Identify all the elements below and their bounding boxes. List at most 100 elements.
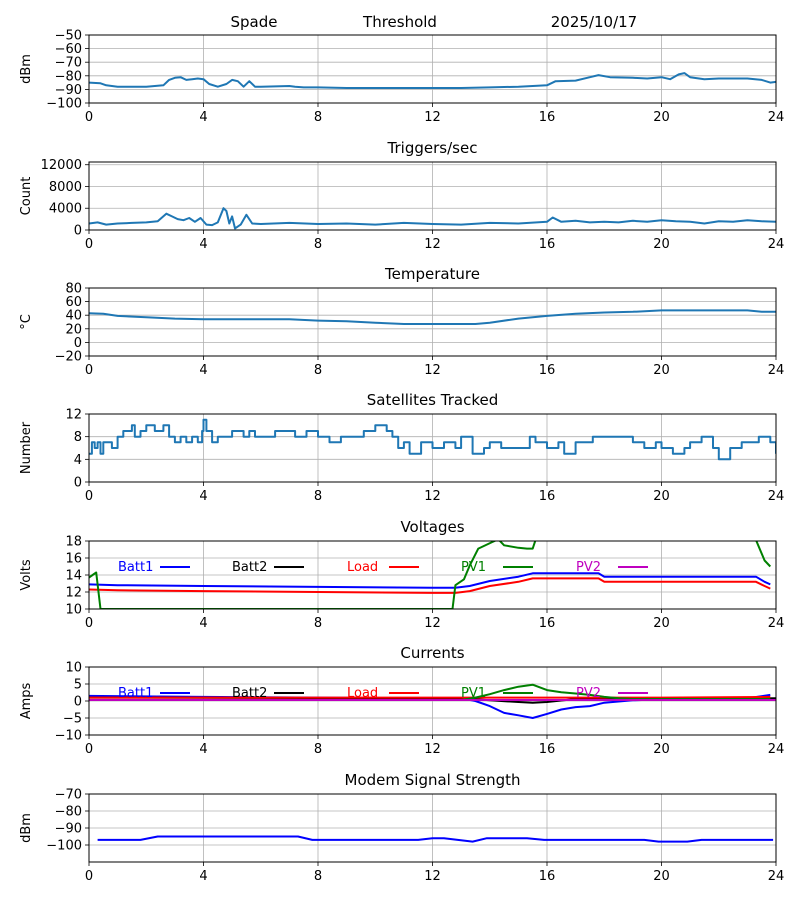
series-group xyxy=(89,309,776,325)
y-tick-label: −100 xyxy=(46,839,82,854)
y-tick-label: 0 xyxy=(74,224,82,239)
legend-label: PV2 xyxy=(576,560,601,575)
plot-frame xyxy=(88,540,777,610)
chart-title: Currents xyxy=(400,644,464,662)
figure-header: Spade Threshold 2025/10/17 xyxy=(231,13,638,31)
y-tick-label: 10 xyxy=(65,661,82,676)
legend-label: Batt1 xyxy=(118,686,153,701)
y-tick-label: −80 xyxy=(55,805,82,820)
plot-frame xyxy=(88,287,777,357)
x-tick-label: 16 xyxy=(539,489,556,504)
y-tick-label: −20 xyxy=(55,350,82,365)
x-tick-label: 20 xyxy=(653,742,670,757)
y-tick-label: 60 xyxy=(65,295,82,310)
y-axis-label: Volts xyxy=(19,559,34,591)
x-tick-label: 8 xyxy=(314,489,322,504)
series-line-threshold xyxy=(89,72,776,89)
header-station: Spade xyxy=(231,13,278,31)
x-tick-label: 4 xyxy=(199,363,207,378)
y-tick-label: 12 xyxy=(65,586,82,601)
x-tick-label: 16 xyxy=(539,869,556,884)
legend-item-batt1: Batt1 xyxy=(118,560,190,575)
plot-frame xyxy=(88,413,777,483)
series-line-satellites xyxy=(89,418,776,461)
y-tick-label: 0 xyxy=(74,695,82,710)
plot-frame xyxy=(88,793,777,863)
x-tick-label: 12 xyxy=(424,742,441,757)
x-tick-label: 4 xyxy=(199,616,207,631)
y-tick-label: −5 xyxy=(63,712,82,727)
series-line-modem xyxy=(97,835,774,843)
x-tick-label: 24 xyxy=(768,110,785,125)
series-line-pv1 xyxy=(89,683,771,701)
x-tick-label: 4 xyxy=(199,742,207,757)
plot-frame xyxy=(88,161,777,231)
y-axis-label: Amps xyxy=(19,682,34,719)
legend-item-pv1: PV1 xyxy=(461,686,533,701)
x-tick-label: 12 xyxy=(424,237,441,252)
plot-frame xyxy=(88,34,777,104)
legend-label: Batt2 xyxy=(232,686,267,701)
x-tick-label: 4 xyxy=(199,489,207,504)
y-tick-label: 4000 xyxy=(49,202,82,217)
x-tick-label: 12 xyxy=(424,616,441,631)
x-tick-label: 24 xyxy=(768,489,785,504)
y-tick-label: 5 xyxy=(74,678,82,693)
y-tick-label: −50 xyxy=(55,29,82,44)
legend-item-load: Load xyxy=(347,686,419,701)
y-tick-label: −100 xyxy=(46,97,82,112)
x-tick-label: 8 xyxy=(314,363,322,378)
x-tick-label: 0 xyxy=(85,869,93,884)
y-tick-label: −90 xyxy=(55,822,82,837)
legend-item-load: Load xyxy=(347,560,419,575)
y-axis-label: dBm xyxy=(19,813,34,843)
x-tick-label: 0 xyxy=(85,237,93,252)
legend-label: PV2 xyxy=(576,686,601,701)
x-tick-label: 16 xyxy=(539,237,556,252)
series-line-batt1 xyxy=(89,572,771,589)
x-tick-label: 24 xyxy=(768,363,785,378)
x-tick-label: 0 xyxy=(85,742,93,757)
y-tick-label: 4 xyxy=(74,453,82,468)
chart-panel-6: 0 4 8 12 16 20 24 −70 −80 −90 −100 Modem Signal Str… xyxy=(19,771,784,884)
legend-label: PV1 xyxy=(461,560,486,575)
x-tick-label: 20 xyxy=(653,616,670,631)
x-tick-label: 24 xyxy=(768,616,785,631)
y-tick-label: −90 xyxy=(55,83,82,98)
y-axis-label: dBm xyxy=(19,54,34,84)
series-group xyxy=(89,72,776,89)
y-tick-label: 80 xyxy=(65,282,82,297)
legend-item-pv1: PV1 xyxy=(461,560,533,575)
chart-panel-4: 0 4 8 12 16 20 24 10 12 14 16 18 Voltages Volts Batt1 B… xyxy=(19,518,784,631)
x-tick-label: 12 xyxy=(424,110,441,125)
x-tick-label: 20 xyxy=(653,110,670,125)
chart-panel-1: 0 4 8 12 16 20 24 0 4000 8000 12000 Triggers/sec Cou… xyxy=(19,139,784,252)
header-mode: Threshold xyxy=(362,13,437,31)
series-group xyxy=(89,207,776,230)
legend-label: Load xyxy=(347,686,378,701)
x-tick-label: 24 xyxy=(768,237,785,252)
y-tick-label: 0 xyxy=(74,336,82,351)
x-tick-label: 16 xyxy=(539,616,556,631)
legend-item-pv2: PV2 xyxy=(576,686,648,701)
x-tick-label: 24 xyxy=(768,742,785,757)
y-tick-label: 16 xyxy=(65,552,82,567)
legend-label: Load xyxy=(347,560,378,575)
x-tick-label: 8 xyxy=(314,237,322,252)
y-axis-label: Number xyxy=(19,421,34,474)
y-tick-label: 0 xyxy=(74,476,82,491)
x-tick-label: 4 xyxy=(199,110,207,125)
chart-title: Triggers/sec xyxy=(387,139,478,157)
x-tick-label: 20 xyxy=(653,489,670,504)
y-tick-label: 14 xyxy=(65,569,82,584)
chart-title: Satellites Tracked xyxy=(367,391,498,409)
y-tick-label: 8 xyxy=(74,430,82,445)
chart-title: Temperature xyxy=(384,265,480,283)
chart-panel-0: 0 4 8 12 16 20 24 −50−60−70−80−90−100 dBm xyxy=(19,29,784,126)
series-line-load xyxy=(89,577,771,594)
legend-item-batt2: Batt2 xyxy=(232,686,304,701)
x-tick-label: 20 xyxy=(653,869,670,884)
x-tick-label: 12 xyxy=(424,489,441,504)
